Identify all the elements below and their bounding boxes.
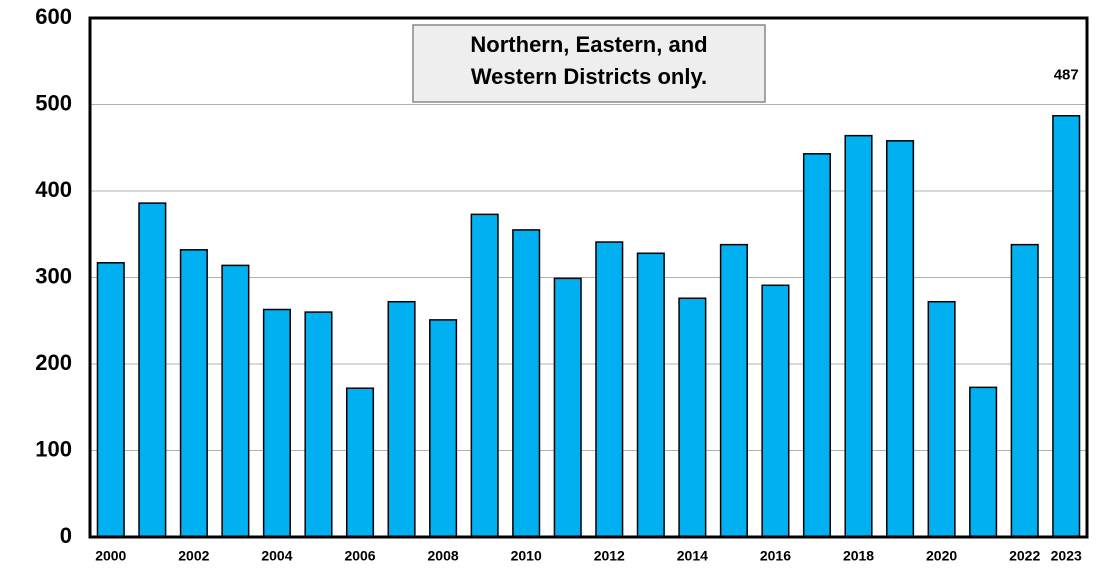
bar: [221, 264, 250, 538]
bar: [387, 300, 416, 538]
x-tick-label: 2002: [178, 548, 209, 564]
annotation: Western Districts only.: [471, 64, 707, 89]
x-tick-label: 2010: [511, 548, 542, 564]
x-tick-label: 2008: [428, 548, 459, 564]
x-tick-label: 2022: [1009, 548, 1040, 564]
y-tick-label: 200: [35, 350, 72, 375]
y-tick-label: 0: [60, 523, 72, 548]
x-tick-label: 2000: [95, 548, 126, 564]
bar: [969, 386, 998, 538]
x-tick-label: 2004: [261, 548, 292, 564]
bar: [1010, 243, 1039, 538]
bar: [719, 243, 748, 538]
bar: [636, 252, 665, 538]
data-label: 487: [1054, 67, 1079, 84]
x-tick-label: 2018: [843, 548, 874, 564]
bar: [345, 387, 375, 538]
bar: [429, 319, 458, 538]
bar: [886, 140, 915, 538]
bar: [553, 277, 582, 538]
plot-frame: [88, 16, 1089, 539]
y-tick-label: 500: [35, 90, 72, 115]
bar: [927, 300, 956, 538]
y-tick-label: 100: [35, 436, 72, 461]
bar: [802, 153, 832, 538]
bar: [1052, 114, 1081, 538]
bar: [304, 311, 333, 538]
bar: [512, 229, 541, 538]
x-tick-label: 2020: [926, 548, 957, 564]
bar: [595, 241, 624, 538]
x-tick-label: 2023: [1051, 548, 1082, 564]
x-tick-label: 2006: [344, 548, 375, 564]
annotation: Northern, Eastern, and: [470, 32, 707, 57]
y-tick-label: 300: [35, 263, 72, 288]
bar: [96, 262, 125, 538]
annotation-box: [412, 24, 766, 103]
bar: [138, 202, 167, 538]
bar: [179, 249, 208, 538]
bar: [470, 213, 499, 538]
x-tick-label: 2014: [677, 548, 708, 564]
bar: [678, 297, 707, 538]
x-tick-label: 2016: [760, 548, 791, 564]
bar: [844, 134, 873, 538]
bar: [262, 308, 291, 538]
y-tick-label: 600: [35, 4, 72, 29]
x-tick-label: 2012: [594, 548, 625, 564]
bar: [761, 284, 790, 538]
y-tick-label: 400: [35, 177, 72, 202]
